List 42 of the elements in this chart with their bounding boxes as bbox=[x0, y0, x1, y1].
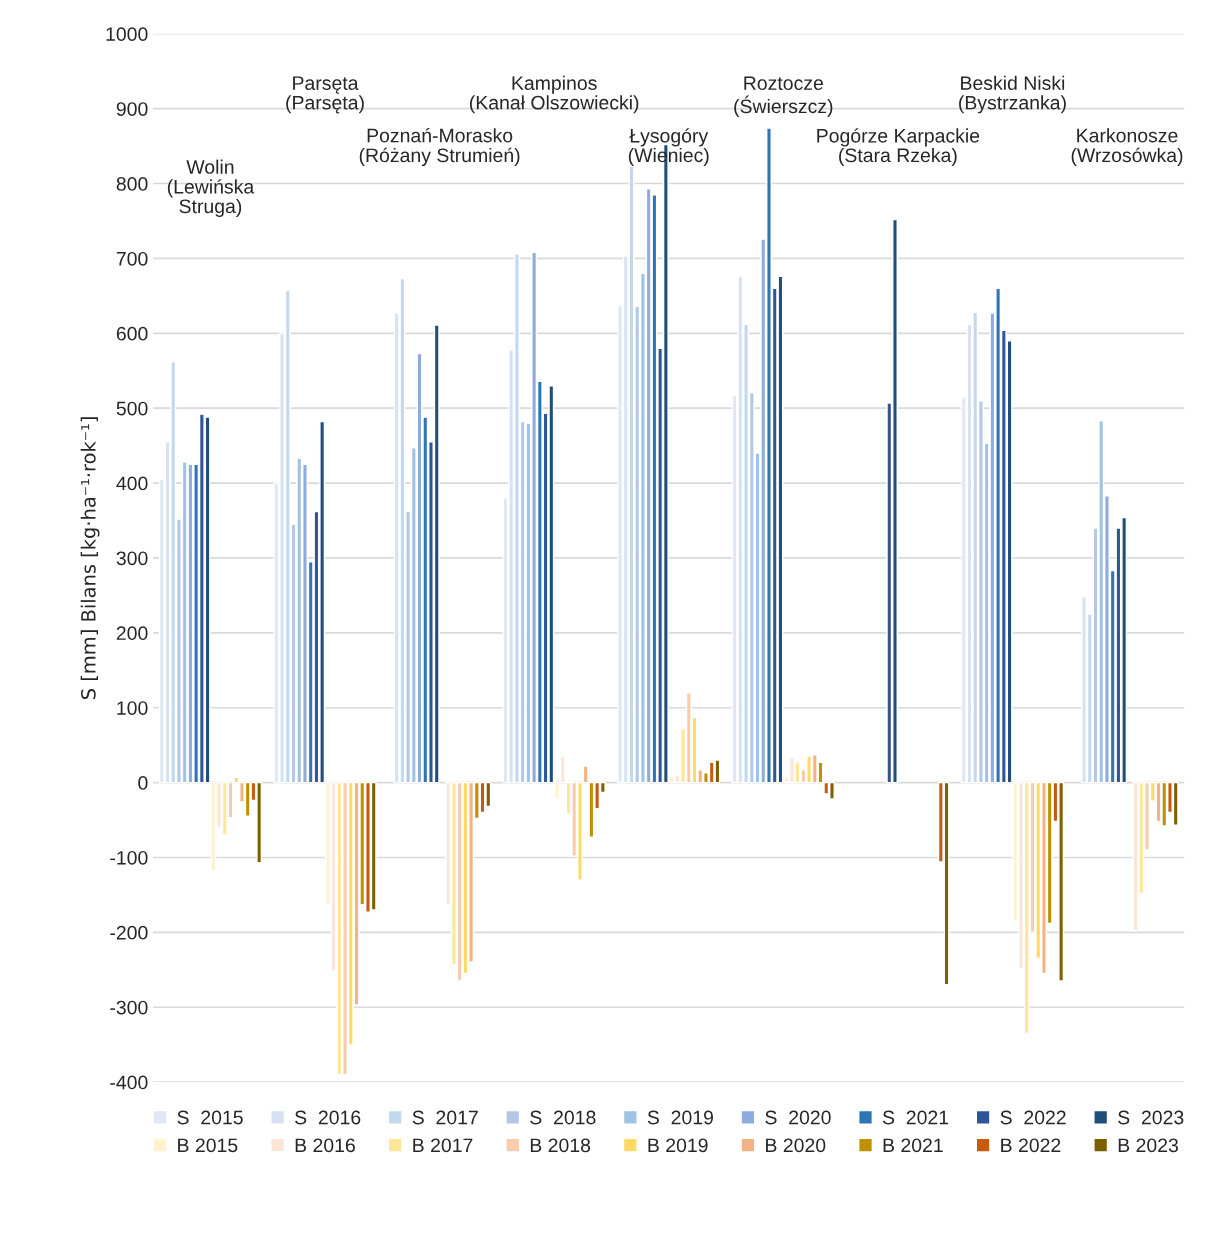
x-tick-label: Pogórze Karpackie (Stara Rzeka) bbox=[817, 128, 980, 167]
legend-label: S 2017 bbox=[412, 1110, 478, 1125]
x-tick-label: Karkonosze (Wrzosówka) bbox=[1071, 128, 1183, 167]
x-tick-label: Roztocze (Świerszcz) bbox=[734, 76, 833, 118]
legend-label: S 2019 bbox=[647, 1110, 713, 1125]
legend-label: B 2019 bbox=[648, 1138, 708, 1153]
legend-label: B 2015 bbox=[178, 1138, 238, 1153]
y-tick-label: -100 bbox=[110, 850, 148, 865]
y-tick-label: -400 bbox=[110, 1075, 148, 1090]
legend-label: B 2021 bbox=[883, 1138, 943, 1153]
legend-label: B 2020 bbox=[766, 1138, 826, 1153]
y-tick-label: 1000 bbox=[106, 27, 148, 42]
legend-label: B 2018 bbox=[530, 1138, 591, 1153]
y-tick-label: 700 bbox=[116, 251, 148, 266]
legend-label: B 2022 bbox=[1001, 1138, 1061, 1153]
x-tick-label: Poznań-Morasko (Różany Strumień) bbox=[359, 127, 520, 167]
y-tick-label: 400 bbox=[116, 476, 148, 491]
y-axis-title: S [mm] Bilans [kg·ha⁻¹·rok⁻¹] bbox=[80, 417, 100, 699]
y-tick-label: 100 bbox=[117, 701, 148, 715]
x-tick-label: Wolin (Lewińska Struga) bbox=[167, 159, 255, 218]
y-tick-label: 600 bbox=[116, 326, 148, 341]
legend-label: S 2021 bbox=[882, 1110, 949, 1125]
legend-label: S 2016 bbox=[295, 1110, 361, 1125]
x-tick-label: Parsęta (Parsęta) bbox=[286, 76, 364, 114]
y-tick-label: 900 bbox=[116, 102, 148, 116]
legend-label: S 2022 bbox=[1000, 1110, 1066, 1125]
x-tick-label: Kampinos (Kanał Olszowiecki) bbox=[470, 75, 639, 114]
legend-label: B 2017 bbox=[413, 1138, 473, 1153]
legend-label: S 2020 bbox=[765, 1110, 831, 1125]
y-tick-label: 200 bbox=[116, 626, 148, 641]
legend-label: B 2016 bbox=[295, 1138, 355, 1153]
legend-label: S 2018 bbox=[530, 1110, 596, 1125]
y-tick-label: 300 bbox=[116, 551, 148, 566]
y-tick-label: -200 bbox=[110, 925, 148, 940]
y-tick-label: -300 bbox=[110, 1000, 148, 1015]
x-tick-label: Beskid Niski (Bystrzanka) bbox=[959, 75, 1066, 114]
legend-label: S 2015 bbox=[177, 1110, 243, 1125]
legend-label: S 2023 bbox=[1118, 1110, 1184, 1125]
y-tick-label: 500 bbox=[116, 401, 148, 416]
y-tick-label: 800 bbox=[116, 177, 148, 191]
y-tick-label: 0 bbox=[138, 776, 148, 790]
legend-label: B 2023 bbox=[1118, 1138, 1178, 1153]
